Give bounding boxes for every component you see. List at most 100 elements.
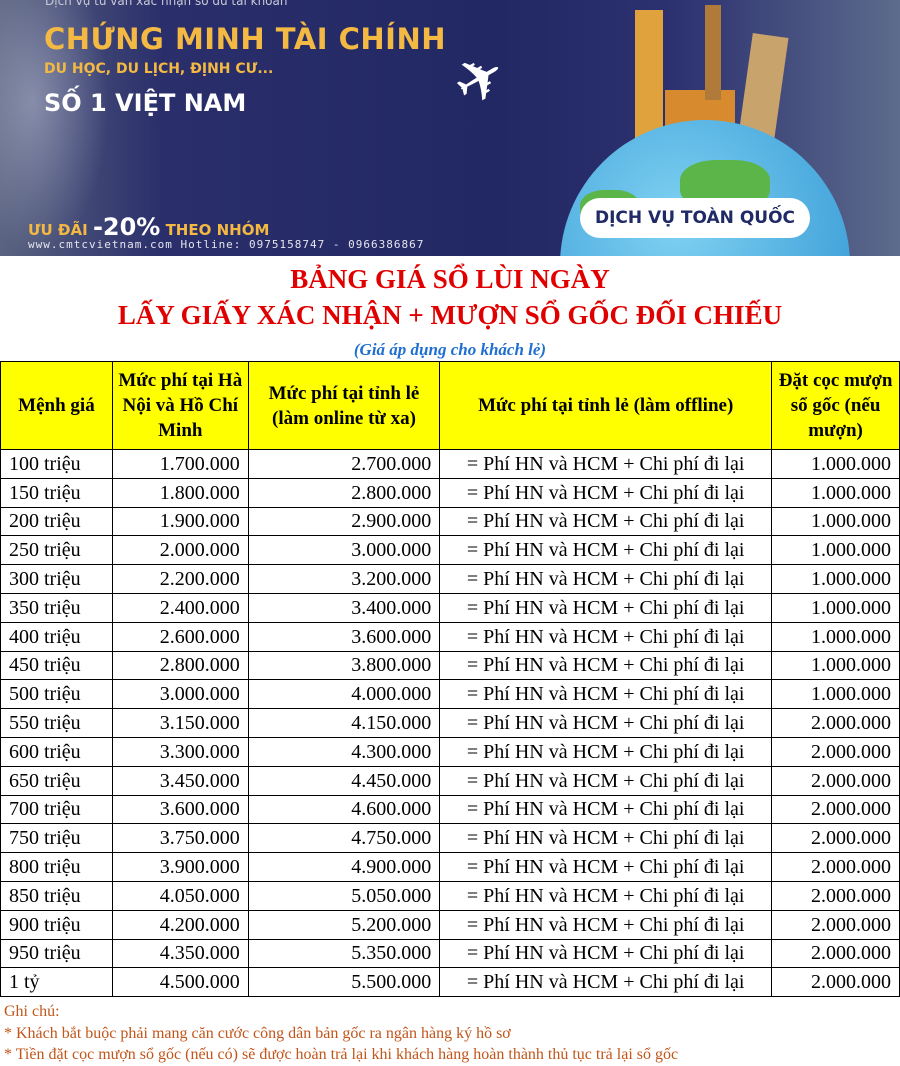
cell-fee-hn-hcm: 4.200.000 [111,909,249,940]
table-row: 900 triệu 4.200.000 5.200.000 = Phí HN và H… [0,909,900,940]
cell-fee-online: 4.900.000 [247,852,441,882]
airplane-icon: ✈ [441,38,519,122]
cell-fee-offline: = Phí HN và HCM + Chi phí đi lại [439,621,773,652]
table-row: 1 tỷ 4.500.000 5.500.000 = Phí HN và HCM + … [0,967,900,998]
cell-deposit: 1.000.000 [771,621,900,652]
cell-fee-hn-hcm: 4.050.000 [111,880,249,911]
table-header-row: Mệnh giá Mức phí tại Hà Nội và Hồ Chí Mi… [0,361,900,450]
table-row: 600 triệu 3.300.000 4.300.000 = Phí HN và H… [0,736,900,767]
cell-deposit: 2.000.000 [771,938,900,969]
cell-denomination: 850 triệu [0,880,113,911]
note-item: * Khách bắt buộc phải mang căn cước công… [4,1024,511,1042]
cell-fee-hn-hcm: 3.900.000 [111,852,249,882]
cell-deposit: 1.000.000 [771,535,900,566]
page-subtitle: LẤY GIẤY XÁC NHẬN + MƯỢN SỔ GỐC ĐỐI CHIẾ… [117,300,783,330]
cell-denomination: 800 triệu [0,852,113,882]
table-row: 150 triệu 1.800.000 2.800.000 = Phí HN và H… [0,477,900,508]
banner-subtitle: DU HỌC, DU LỊCH, ĐỊNH CƯ... [44,61,274,77]
cell-fee-online: 4.000.000 [247,679,441,710]
table-row: 450 triệu 2.800.000 3.800.000 = Phí HN và H… [0,650,900,681]
cell-fee-hn-hcm: 2.000.000 [111,535,249,566]
table-row: 300 triệu 2.200.000 3.200.000 = Phí HN và H… [0,564,900,594]
promo-value: -20% [92,213,161,241]
cell-fee-online: 5.500.000 [247,967,441,998]
cell-fee-offline: = Phí HN và HCM + Chi phí đi lại [439,650,773,681]
cell-deposit: 2.000.000 [771,967,900,998]
notes-title: Ghi chú: [4,1003,60,1020]
table-row: 850 triệu 4.050.000 5.050.000 = Phí HN và H… [0,880,900,911]
promo-banner: Dịch vụ tư vấn xác nhận số dư tài khoản … [0,0,900,256]
cell-fee-hn-hcm: 3.000.000 [111,679,249,710]
cell-denomination: 150 triệu [0,477,113,508]
eiffel-tower-icon [705,5,721,100]
nationwide-service-badge: DỊCH VỤ TOÀN QUỐC [580,198,810,238]
cell-fee-offline: = Phí HN và HCM + Chi phí đi lại [439,852,773,882]
cell-deposit: 2.000.000 [771,852,900,882]
cell-denomination: 300 triệu [0,564,113,594]
banner-contact: www.cmtcvietnam.com Hotline: 0975158747 … [28,238,425,251]
cell-denomination: 700 triệu [0,794,113,825]
cell-fee-hn-hcm: 3.600.000 [111,794,249,825]
cell-deposit: 1.000.000 [771,449,900,479]
cell-deposit: 2.000.000 [771,909,900,940]
cell-fee-offline: = Phí HN và HCM + Chi phí đi lại [439,506,773,537]
cell-denomination: 600 triệu [0,736,113,767]
cell-fee-hn-hcm: 2.800.000 [111,650,249,681]
header-fee-offline: Mức phí tại tỉnh lẻ (làm offline) [439,361,773,450]
cell-fee-hn-hcm: 1.700.000 [111,449,249,479]
pricing-note: (Giá áp dụng cho khách lẻ) [353,340,547,359]
cell-fee-online: 4.300.000 [247,736,441,767]
cell-fee-online: 2.900.000 [247,506,441,537]
cell-fee-online: 2.800.000 [247,477,441,508]
table-row: 650 triệu 3.450.000 4.450.000 = Phí HN và H… [0,765,900,796]
promo-suffix: THEO NHÓM [165,221,270,239]
cell-denomination: 100 triệu [0,449,113,479]
cell-fee-offline: = Phí HN và HCM + Chi phí đi lại [439,535,773,566]
cell-fee-offline: = Phí HN và HCM + Chi phí đi lại [439,477,773,508]
cell-deposit: 2.000.000 [771,736,900,767]
table-row: 800 triệu 3.900.000 4.900.000 = Phí HN và H… [0,852,900,882]
cell-fee-hn-hcm: 1.900.000 [111,506,249,537]
cell-fee-offline: = Phí HN và HCM + Chi phí đi lại [439,880,773,911]
cell-denomination: 350 triệu [0,592,113,623]
cell-fee-offline: = Phí HN và HCM + Chi phí đi lại [439,794,773,825]
cell-deposit: 2.000.000 [771,765,900,796]
cell-deposit: 2.000.000 [771,794,900,825]
cell-fee-hn-hcm: 2.400.000 [111,592,249,623]
cell-fee-offline: = Phí HN và HCM + Chi phí đi lại [439,564,773,594]
cell-fee-hn-hcm: 3.750.000 [111,823,249,854]
price-table: Mệnh giá Mức phí tại Hà Nội và Hồ Chí Mi… [0,361,900,998]
banner-top-text: Dịch vụ tư vấn xác nhận số dư tài khoản [45,0,288,8]
cell-denomination: 200 triệu [0,506,113,537]
cell-fee-online: 5.200.000 [247,909,441,940]
cell-fee-hn-hcm: 4.500.000 [111,967,249,998]
banner-title: CHỨNG MINH TÀI CHÍNH [44,22,446,56]
cell-fee-hn-hcm: 2.200.000 [111,564,249,594]
cell-denomination: 950 triệu [0,938,113,969]
table-row: 750 triệu 3.750.000 4.750.000 = Phí HN và H… [0,823,900,854]
cell-deposit: 1.000.000 [771,564,900,594]
cell-deposit: 1.000.000 [771,650,900,681]
table-row: 100 triệu 1.700.000 2.700.000 = Phí HN và H… [0,449,900,479]
cell-fee-online: 2.700.000 [247,449,441,479]
cell-fee-online: 4.450.000 [247,765,441,796]
cell-fee-hn-hcm: 2.600.000 [111,621,249,652]
cell-fee-offline: = Phí HN và HCM + Chi phí đi lại [439,449,773,479]
cell-fee-offline: = Phí HN và HCM + Chi phí đi lại [439,909,773,940]
cell-fee-hn-hcm: 3.450.000 [111,765,249,796]
header-fee-online: Mức phí tại tỉnh lẻ (làm online từ xa) [247,361,441,450]
cell-fee-online: 3.800.000 [247,650,441,681]
page-title: BẢNG GIÁ SỔ LÙI NGÀY [290,264,610,294]
banner-texture [0,0,110,256]
cell-deposit: 2.000.000 [771,880,900,911]
cell-fee-hn-hcm: 1.800.000 [111,477,249,508]
cell-fee-hn-hcm: 3.150.000 [111,708,249,738]
cell-deposit: 1.000.000 [771,592,900,623]
cell-denomination: 400 triệu [0,621,113,652]
cell-fee-offline: = Phí HN và HCM + Chi phí đi lại [439,679,773,710]
cell-fee-hn-hcm: 3.300.000 [111,736,249,767]
table-row: 400 triệu 2.600.000 3.600.000 = Phí HN và H… [0,621,900,652]
table-row: 550 triệu 3.150.000 4.150.000 = Phí HN và H… [0,708,900,738]
cell-denomination: 250 triệu [0,535,113,566]
cell-fee-online: 3.200.000 [247,564,441,594]
